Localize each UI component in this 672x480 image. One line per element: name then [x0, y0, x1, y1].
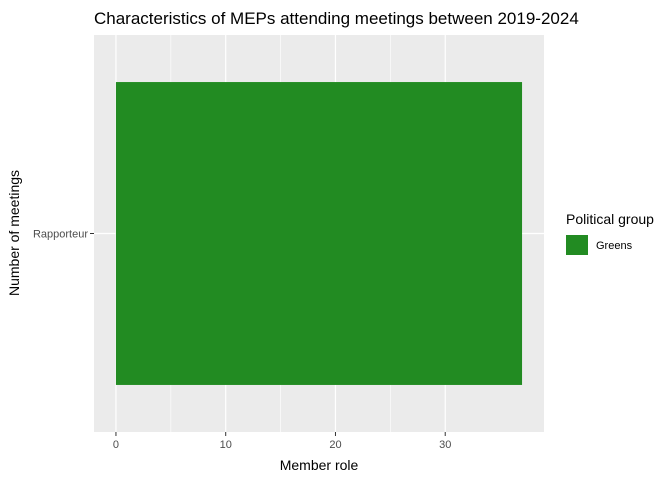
- legend-items: Greens: [566, 235, 633, 255]
- y-tick-label: Rapporteur: [33, 229, 88, 241]
- y-axis: Rapporteur: [33, 229, 94, 241]
- plot-panel: [94, 35, 544, 432]
- bar-rapporteur: [115, 82, 523, 385]
- legend-label: Greens: [596, 240, 633, 252]
- legend-title: Political group: [566, 211, 654, 227]
- x-tick-label: 10: [220, 439, 232, 451]
- y-axis-title: Number of meetings: [6, 170, 22, 296]
- x-tick-label: 20: [329, 439, 341, 451]
- chart-title: Characteristics of MEPs attending meetin…: [94, 9, 579, 28]
- legend-key: [566, 235, 588, 255]
- x-tick-label: 30: [439, 439, 451, 451]
- legend: Political group Greens: [566, 211, 654, 255]
- x-axis: 0 10 20 30: [113, 432, 451, 451]
- x-tick-label: 0: [113, 439, 119, 451]
- bars: [115, 82, 523, 385]
- x-axis-title: Member role: [280, 457, 359, 473]
